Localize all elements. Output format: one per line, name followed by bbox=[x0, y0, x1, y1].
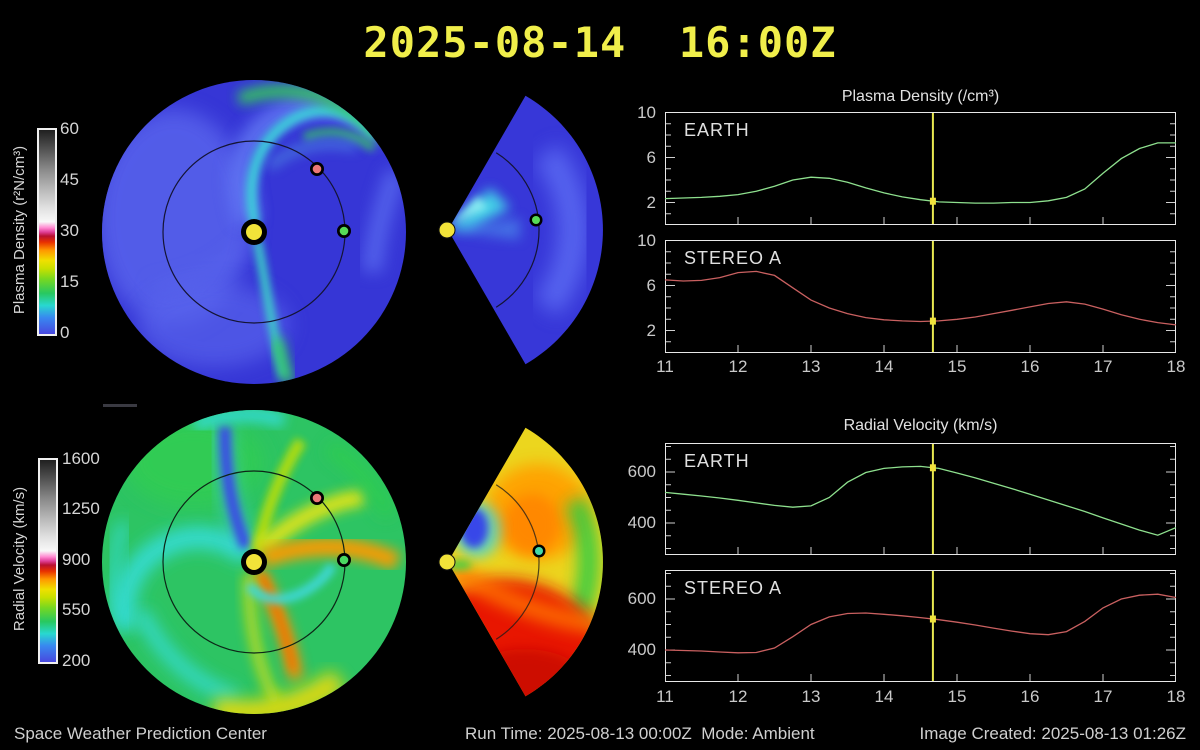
x-tick-label: 13 bbox=[801, 357, 821, 376]
density-colorbar-tick: 15 bbox=[60, 272, 79, 291]
radial-velocity-stereo-a-chart bbox=[665, 570, 1176, 682]
x-tick-label: 17 bbox=[1093, 687, 1113, 706]
y-tick-label: 10 bbox=[637, 102, 656, 122]
velocity-colorbar-tick: 550 bbox=[62, 600, 91, 619]
velocity-colorbar-tick: 200 bbox=[62, 651, 91, 670]
panel-label-earth: EARTH bbox=[684, 451, 750, 471]
velocity-colorbar-label: Radial Velocity (km/s) bbox=[11, 486, 28, 632]
earth-marker bbox=[532, 216, 540, 224]
x-tick-label: 11 bbox=[656, 687, 674, 706]
plasma-density-earth-chart bbox=[665, 112, 1176, 225]
x-tick-label: 12 bbox=[728, 687, 748, 706]
x-tick-label: 16 bbox=[1020, 687, 1040, 706]
velocity-colorbar-tick: 1250 bbox=[62, 499, 100, 518]
footer-image-created: Image Created: 2025-08-13 01:26Z bbox=[919, 724, 1186, 743]
y-tick-label: 600 bbox=[627, 589, 656, 608]
earth-orbit-arc bbox=[495, 152, 540, 308]
x-tick-label: 18 bbox=[1166, 687, 1186, 706]
x-tick-label: 12 bbox=[728, 357, 748, 376]
density-colorbar-tick: 0 bbox=[60, 323, 70, 342]
x-tick-label: 13 bbox=[801, 687, 821, 706]
panel-label-stereo-a: STEREO A bbox=[684, 578, 783, 598]
y-tick-label: 400 bbox=[627, 640, 656, 659]
y-tick-label: 400 bbox=[627, 513, 656, 532]
x-tick-label: 17 bbox=[1093, 357, 1113, 376]
density-colorbar-label: Plasma Density (r²N/cm³) bbox=[11, 145, 28, 315]
panel-label-earth: EARTH bbox=[684, 120, 750, 140]
page-title: 2025-08-14 16:00Z bbox=[363, 18, 837, 67]
y-tick-label: 6 bbox=[646, 275, 656, 295]
velocity-chart-title: Radial Velocity (km/s) bbox=[843, 417, 998, 434]
footer-run-time: Run Time: 2025-08-13 00:00Z Mode: Ambien… bbox=[465, 724, 815, 743]
velocity-polar-view bbox=[102, 410, 406, 714]
x-tick-label: 15 bbox=[947, 357, 967, 376]
x-tick-label: 15 bbox=[947, 687, 967, 706]
x-tick-label: 16 bbox=[1020, 357, 1040, 376]
density-wedge-view bbox=[438, 95, 603, 365]
velocity-colorbar bbox=[38, 458, 58, 664]
density-colorbar bbox=[37, 128, 57, 336]
sun-marker bbox=[438, 221, 456, 239]
radial-velocity-earth-chart bbox=[665, 443, 1176, 555]
y-tick-label: 10 bbox=[637, 230, 656, 250]
panel-label-stereo-a: STEREO A bbox=[684, 248, 783, 268]
density-polar-view bbox=[102, 80, 406, 384]
x-tick-label: 14 bbox=[874, 357, 894, 376]
x-tick-label: 14 bbox=[874, 687, 894, 706]
sun-marker bbox=[438, 553, 456, 571]
stereo-a-marker bbox=[312, 164, 322, 174]
y-tick-label: 2 bbox=[646, 320, 656, 340]
density-colorbar-tick: 45 bbox=[60, 170, 79, 189]
earth-marker bbox=[339, 555, 349, 565]
velocity-colorbar-tick: 1600 bbox=[62, 449, 100, 468]
y-tick-label: 6 bbox=[646, 147, 656, 167]
density-chart-title: Plasma Density (/cm³) bbox=[841, 88, 1000, 105]
stereo-a-marker bbox=[312, 493, 322, 503]
sun-marker bbox=[246, 224, 262, 240]
sun-marker bbox=[246, 554, 262, 570]
earth-orbit-arc bbox=[495, 484, 540, 640]
earth-marker bbox=[535, 547, 543, 555]
earth-marker bbox=[339, 226, 349, 236]
plasma-density-stereo-a-chart bbox=[665, 240, 1176, 353]
density-colorbar-tick: 60 bbox=[60, 119, 79, 138]
footer-org: Space Weather Prediction Center bbox=[14, 724, 267, 743]
y-tick-label: 600 bbox=[627, 462, 656, 481]
x-tick-label: 11 bbox=[656, 357, 674, 376]
stray-dash bbox=[103, 404, 137, 407]
y-tick-label: 2 bbox=[646, 192, 656, 212]
x-tick-label: 18 bbox=[1166, 357, 1186, 376]
velocity-wedge-view bbox=[438, 427, 603, 697]
density-colorbar-tick: 30 bbox=[60, 221, 79, 240]
velocity-colorbar-tick: 900 bbox=[62, 550, 91, 569]
